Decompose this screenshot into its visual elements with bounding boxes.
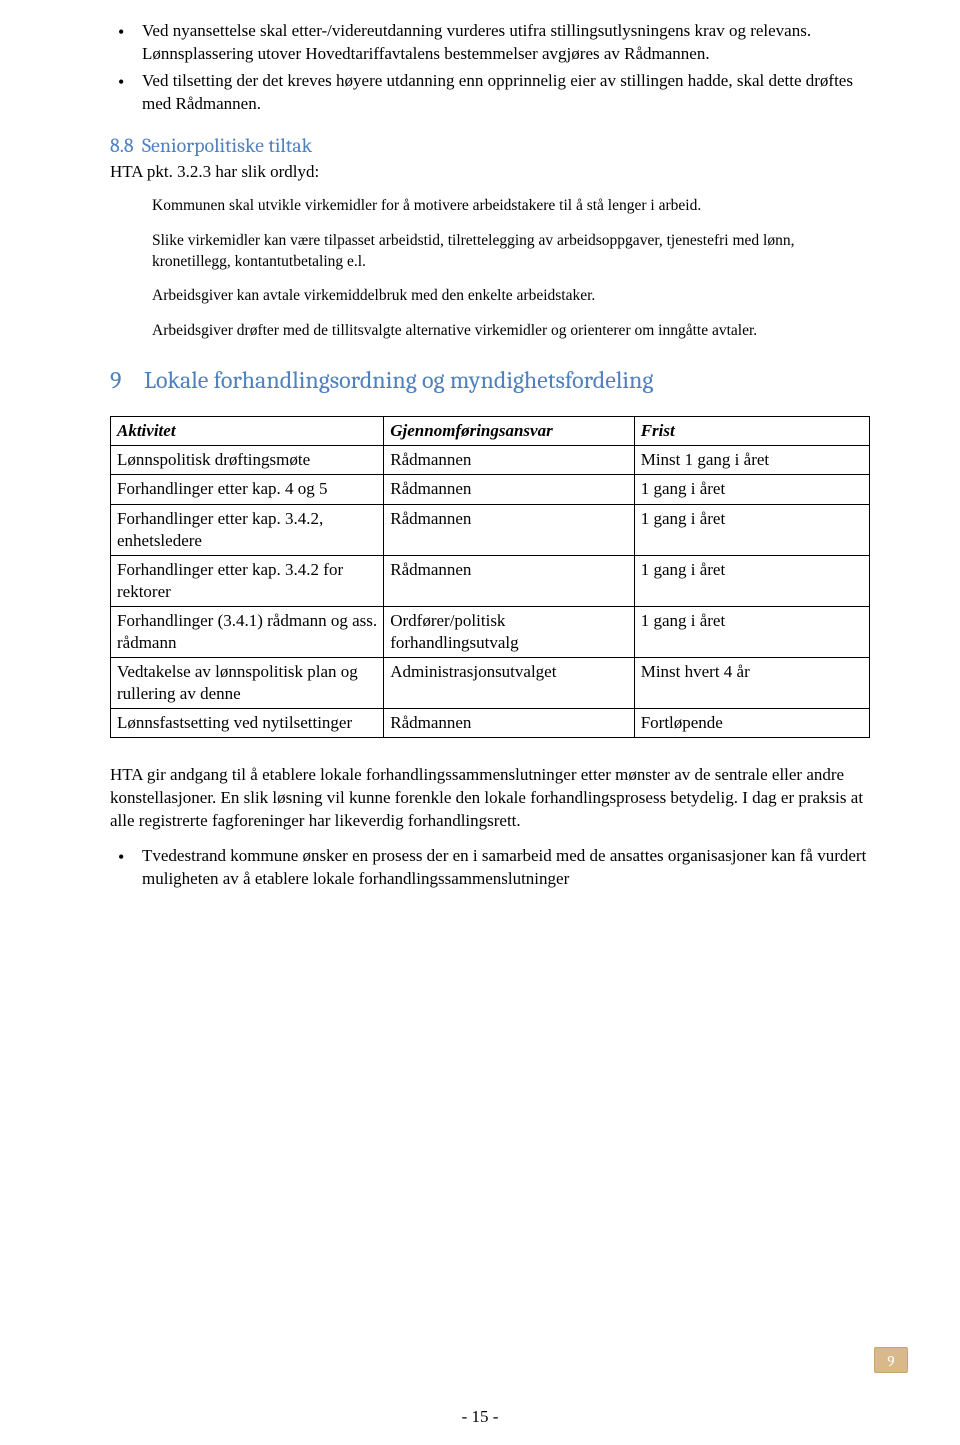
table-row: Lønnsfastsetting ved nytilsettingerRådma… [111,709,870,738]
table-header: Aktivitet [111,417,384,446]
heading-8-8: 8.8Seniorpolitiske tiltak [110,134,870,157]
heading-9: 9Lokale forhandlingsordning og myndighet… [110,366,870,394]
intro-text: HTA pkt. 3.2.3 har slik ordlyd: [110,161,870,184]
table-cell: Minst hvert 4 år [634,658,869,709]
table-cell: Forhandlinger etter kap. 3.4.2, enhetsle… [111,504,384,555]
table-cell: Ordfører/politisk forhandlingsutvalg [384,606,634,657]
list-item: Ved tilsetting der det kreves høyere utd… [110,70,870,116]
list-item: Ved nyansettelse skal etter-/videreutdan… [110,20,870,66]
quote-paragraph: Slike virkemidler kan være tilpasset arb… [152,231,870,273]
table-row: Forhandlinger etter kap. 4 og 5Rådmannen… [111,475,870,504]
table-cell: Administrasjonsutvalget [384,658,634,709]
table-cell: Forhandlinger etter kap. 3.4.2 for rekto… [111,555,384,606]
page-number: - 15 - [0,1407,960,1427]
table-cell: Minst 1 gang i året [634,446,869,475]
table-cell: Rådmannen [384,475,634,504]
table-cell: 1 gang i året [634,606,869,657]
table-cell: Rådmannen [384,709,634,738]
table-cell: Forhandlinger (3.4.1) rådmann og ass. rå… [111,606,384,657]
paragraph-after-table: HTA gir andgang til å etablere lokale fo… [110,764,870,833]
bottom-bullet-list: Tvedestrand kommune ønsker en prosess de… [110,845,870,891]
table-cell: Fortløpende [634,709,869,738]
table-cell: 1 gang i året [634,475,869,504]
table-cell: 1 gang i året [634,504,869,555]
table-cell: Vedtakelse av lønnspolitisk plan og rull… [111,658,384,709]
table-row: Forhandlinger (3.4.1) rådmann og ass. rå… [111,606,870,657]
heading-title: Lokale forhandlingsordning og myndighets… [144,366,653,394]
table-header: Frist [634,417,869,446]
top-bullet-list: Ved nyansettelse skal etter-/videreutdan… [110,20,870,116]
table-header-row: Aktivitet Gjennomføringsansvar Frist [111,417,870,446]
heading-number: 8.8 [110,134,142,157]
list-item: Tvedestrand kommune ønsker en prosess de… [110,845,870,891]
table-header: Gjennomføringsansvar [384,417,634,446]
quote-paragraph: Kommunen skal utvikle virkemidler for å … [152,196,870,217]
table-cell: Lønnspolitisk drøftingsmøte [111,446,384,475]
table-cell: 1 gang i året [634,555,869,606]
quote-paragraph: Arbeidsgiver kan avtale virkemiddelbruk … [152,286,870,307]
page-badge: 9 [874,1347,908,1373]
table-cell: Rådmannen [384,446,634,475]
table-row: Forhandlinger etter kap. 3.4.2, enhetsle… [111,504,870,555]
table-cell: Rådmannen [384,555,634,606]
table-row: Forhandlinger etter kap. 3.4.2 for rekto… [111,555,870,606]
quote-paragraph: Arbeidsgiver drøfter med de tillitsvalgt… [152,321,870,342]
heading-title: Seniorpolitiske tiltak [142,134,312,157]
table-cell: Forhandlinger etter kap. 4 og 5 [111,475,384,504]
table-cell: Lønnsfastsetting ved nytilsettinger [111,709,384,738]
activity-table: Aktivitet Gjennomføringsansvar Frist Løn… [110,416,870,738]
table-row: Vedtakelse av lønnspolitisk plan og rull… [111,658,870,709]
heading-number: 9 [110,366,144,394]
quoted-block: Kommunen skal utvikle virkemidler for å … [110,196,870,343]
table-cell: Rådmannen [384,504,634,555]
table-row: Lønnspolitisk drøftingsmøteRådmannenMins… [111,446,870,475]
